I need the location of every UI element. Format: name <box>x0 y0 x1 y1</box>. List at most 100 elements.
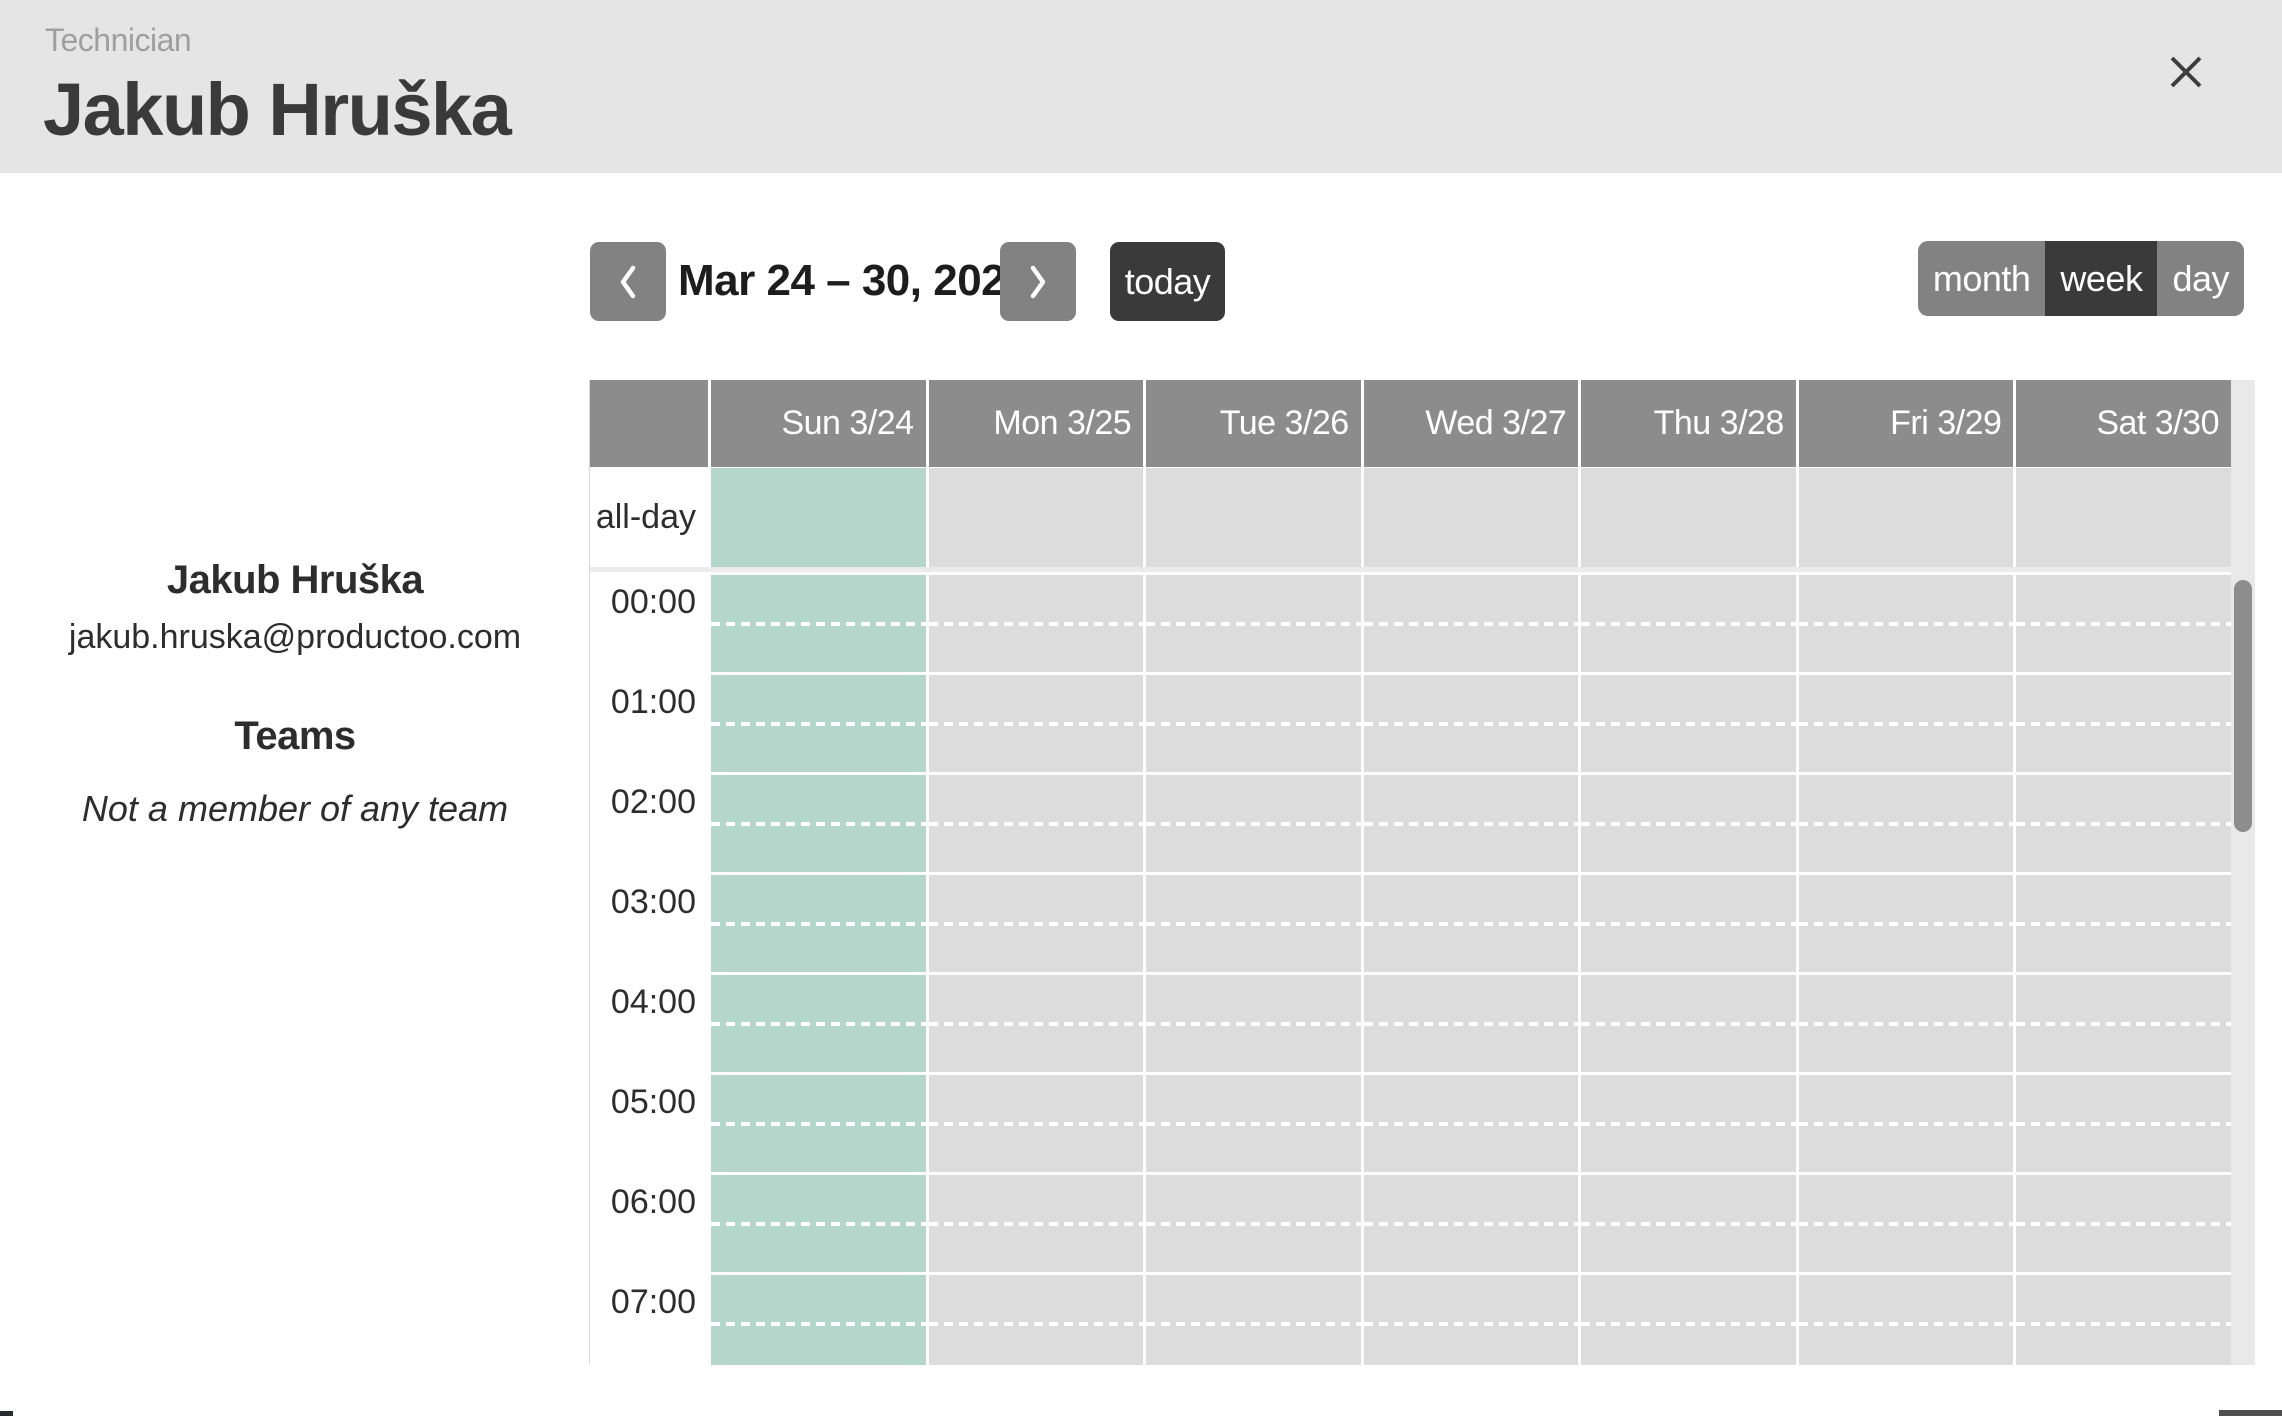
today-button[interactable]: today <box>1110 242 1225 321</box>
time-slot-cell[interactable] <box>928 975 1144 1072</box>
half-hour-line <box>1581 622 1796 626</box>
time-slot-cell[interactable] <box>711 1275 926 1365</box>
time-slot-cell[interactable] <box>928 575 1144 672</box>
time-slot-cell[interactable] <box>711 775 926 872</box>
time-slot-cell[interactable] <box>1363 1275 1579 1365</box>
time-slot-cell[interactable] <box>928 775 1144 872</box>
time-slot-cell[interactable] <box>1798 875 2014 972</box>
time-slot-cell[interactable] <box>711 575 926 672</box>
all-day-cell[interactable] <box>1363 468 1579 567</box>
bottom-right-edge-decor <box>2219 1410 2282 1416</box>
time-slot-cell[interactable] <box>2016 1275 2231 1365</box>
view-button-month[interactable]: month <box>1917 241 2046 316</box>
calendar-scrollbar[interactable] <box>2231 380 2255 1365</box>
time-slot-cell[interactable] <box>711 1175 926 1272</box>
time-slot-cell[interactable] <box>1146 775 1361 872</box>
half-hour-line <box>1581 1022 1796 1026</box>
time-slot-cell[interactable] <box>1581 675 1796 772</box>
half-hour-line <box>2016 1222 2231 1226</box>
half-hour-line <box>928 1122 1144 1126</box>
time-slot-cell[interactable] <box>1581 575 1796 672</box>
hour-label: 01:00 <box>590 675 708 772</box>
time-slot-cell[interactable] <box>1363 975 1579 1072</box>
time-slot-cell[interactable] <box>1581 875 1796 972</box>
time-slot-cell[interactable] <box>1581 1275 1796 1365</box>
half-hour-line <box>1146 1322 1361 1326</box>
all-day-cell[interactable] <box>2016 468 2231 567</box>
view-button-day[interactable]: day <box>2157 241 2244 316</box>
time-slot-cell[interactable] <box>1363 1175 1579 1272</box>
time-slot-cell[interactable] <box>1363 875 1579 972</box>
time-slot-cell[interactable] <box>1363 1075 1579 1172</box>
time-slot-cell[interactable] <box>1146 1075 1361 1172</box>
prev-week-button[interactable] <box>590 242 666 321</box>
time-slot-cell[interactable] <box>2016 875 2231 972</box>
time-slot-cell[interactable] <box>1363 775 1579 872</box>
time-slot-cell[interactable] <box>1581 775 1796 872</box>
time-slot-cell[interactable] <box>928 1275 1144 1365</box>
time-slot-cell[interactable] <box>1146 975 1361 1072</box>
time-slot-cell[interactable] <box>2016 675 2231 772</box>
half-hour-line <box>711 1222 926 1226</box>
page-title: Jakub Hruška <box>43 68 512 151</box>
half-hour-line <box>2016 622 2231 626</box>
time-slot-cell[interactable] <box>2016 1175 2231 1272</box>
time-slot-cell[interactable] <box>1798 975 2014 1072</box>
half-hour-line <box>1581 922 1796 926</box>
half-hour-line <box>711 722 926 726</box>
time-slot-cell[interactable] <box>1363 675 1579 772</box>
all-day-row: all-day <box>590 468 2231 567</box>
next-week-button[interactable] <box>1000 242 1076 321</box>
time-slot-cell[interactable] <box>928 875 1144 972</box>
time-slot-cell[interactable] <box>928 1075 1144 1172</box>
all-day-cell[interactable] <box>1146 468 1361 567</box>
half-hour-line <box>1798 822 2014 826</box>
time-slot-cell[interactable] <box>1798 575 2014 672</box>
close-button[interactable] <box>2156 42 2216 102</box>
half-hour-line <box>1363 822 1579 826</box>
half-hour-line <box>2016 1022 2231 1026</box>
calendar-title: Mar 24 – 30, 2024 <box>678 256 1030 305</box>
time-slot-cell[interactable] <box>1146 575 1361 672</box>
time-slot-cell[interactable] <box>2016 975 2231 1072</box>
half-hour-line <box>1146 622 1361 626</box>
time-slot-cell[interactable] <box>1798 775 2014 872</box>
half-hour-line <box>1146 922 1361 926</box>
time-slot-cell[interactable] <box>2016 775 2231 872</box>
time-slot-cell[interactable] <box>1581 1175 1796 1272</box>
all-day-cell[interactable] <box>1581 468 1796 567</box>
time-slot-cell[interactable] <box>711 1075 926 1172</box>
half-hour-line <box>1798 922 2014 926</box>
day-header-mon: Mon 3/25 <box>928 380 1144 467</box>
half-hour-line <box>928 1322 1144 1326</box>
scrollbar-thumb[interactable] <box>2234 580 2252 832</box>
all-day-cell[interactable] <box>711 468 926 567</box>
time-slot-cell[interactable] <box>1146 1275 1361 1365</box>
view-button-week[interactable]: week <box>2045 241 2158 316</box>
half-hour-line <box>711 1122 926 1126</box>
all-day-cell[interactable] <box>928 468 1144 567</box>
time-slot-cell[interactable] <box>1798 1175 2014 1272</box>
close-icon <box>2170 56 2202 88</box>
time-slot-cell[interactable] <box>1798 1075 2014 1172</box>
time-slot-cell[interactable] <box>711 875 926 972</box>
time-slot-cell[interactable] <box>1146 675 1361 772</box>
time-slot-cell[interactable] <box>928 1175 1144 1272</box>
time-slot-cell[interactable] <box>1581 975 1796 1072</box>
time-slot-cell[interactable] <box>1146 1175 1361 1272</box>
time-slot-cell[interactable] <box>2016 575 2231 672</box>
time-slot-cell[interactable] <box>2016 1075 2231 1172</box>
time-slot-cell[interactable] <box>1363 575 1579 672</box>
time-slot-cell[interactable] <box>1581 1075 1796 1172</box>
half-hour-line <box>1363 1322 1579 1326</box>
half-hour-line <box>2016 1322 2231 1326</box>
time-slot-cell[interactable] <box>1798 675 2014 772</box>
time-slot-cell[interactable] <box>711 975 926 1072</box>
technician-name: Jakub Hruška <box>166 558 424 602</box>
time-slot-cell[interactable] <box>711 675 926 772</box>
all-day-cell[interactable] <box>1798 468 2014 567</box>
time-slot-cell[interactable] <box>1146 875 1361 972</box>
time-slot-cell[interactable] <box>928 675 1144 772</box>
time-slot-cell[interactable] <box>1798 1275 2014 1365</box>
